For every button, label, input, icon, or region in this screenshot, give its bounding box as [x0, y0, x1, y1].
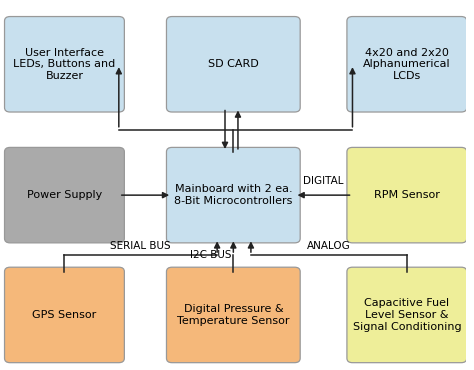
FancyBboxPatch shape [166, 17, 300, 112]
FancyBboxPatch shape [347, 17, 467, 112]
FancyBboxPatch shape [5, 147, 124, 243]
Text: User Interface
LEDs, Buttons and
Buzzer: User Interface LEDs, Buttons and Buzzer [13, 48, 116, 81]
FancyBboxPatch shape [166, 147, 300, 243]
Text: I2C BUS: I2C BUS [190, 250, 231, 260]
Text: 4x20 and 2x20
Alphanumerical
LCDs: 4x20 and 2x20 Alphanumerical LCDs [363, 48, 451, 81]
FancyBboxPatch shape [5, 17, 124, 112]
FancyBboxPatch shape [166, 267, 300, 363]
Text: Digital Pressure &
Temperature Sensor: Digital Pressure & Temperature Sensor [177, 304, 290, 326]
Text: Power Supply: Power Supply [27, 190, 102, 200]
Text: SD CARD: SD CARD [208, 59, 259, 69]
Text: Capacitive Fuel
Level Sensor &
Signal Conditioning: Capacitive Fuel Level Sensor & Signal Co… [353, 298, 461, 332]
Text: GPS Sensor: GPS Sensor [32, 310, 97, 320]
Text: DIGITAL: DIGITAL [303, 176, 344, 186]
FancyBboxPatch shape [347, 147, 467, 243]
Text: RPM Sensor: RPM Sensor [374, 190, 440, 200]
FancyBboxPatch shape [5, 267, 124, 363]
Text: Mainboard with 2 ea.
8-Bit Microcontrollers: Mainboard with 2 ea. 8-Bit Microcontroll… [174, 184, 292, 206]
Text: SERIAL BUS: SERIAL BUS [110, 241, 171, 251]
Text: ANALOG: ANALOG [307, 241, 351, 251]
FancyBboxPatch shape [347, 267, 467, 363]
